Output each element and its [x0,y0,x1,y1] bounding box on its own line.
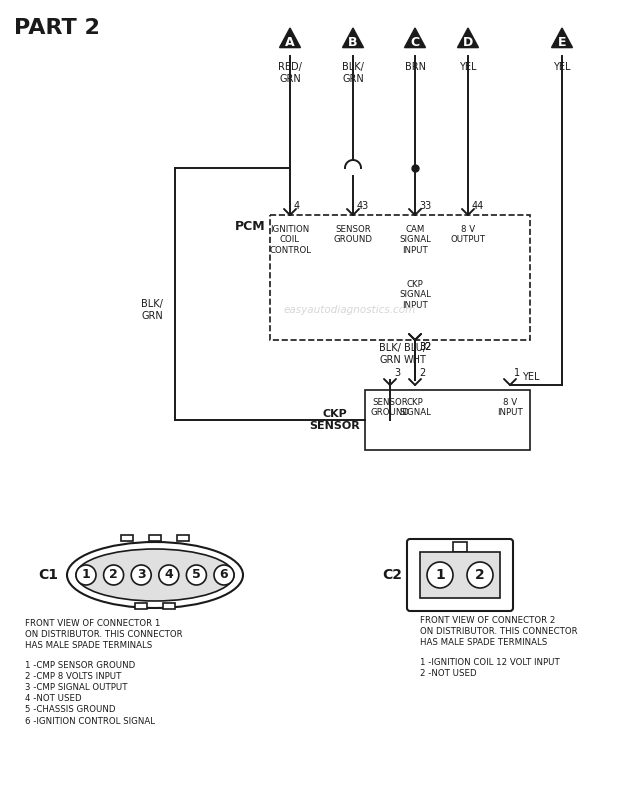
Text: 1 -IGNITION COIL 12 VOLT INPUT
2 -NOT USED: 1 -IGNITION COIL 12 VOLT INPUT 2 -NOT US… [420,658,560,678]
Bar [270,215,530,340]
Circle shape [104,565,124,585]
Text: 4: 4 [294,201,300,211]
Bar [149,535,161,541]
Text: 33: 33 [419,201,431,211]
Text: SENSOR
GROUND: SENSOR GROUND [371,398,410,418]
Polygon shape [342,28,363,48]
Text: 1: 1 [514,368,520,378]
Text: D: D [463,37,473,50]
Text: CAM
SIGNAL
INPUT: CAM SIGNAL INPUT [399,225,431,254]
Text: YEL: YEL [522,372,540,382]
Text: 32: 32 [419,342,431,352]
Bar [453,542,467,552]
Polygon shape [405,28,426,48]
Text: CKP
SENSOR: CKP SENSOR [309,409,360,430]
Text: 6: 6 [219,569,228,582]
Polygon shape [457,28,478,48]
Text: 3: 3 [137,569,145,582]
Text: YEL: YEL [553,62,571,72]
Text: C: C [410,37,420,50]
Text: CKP
SIGNAL
INPUT: CKP SIGNAL INPUT [399,280,431,310]
Text: 1: 1 [435,568,445,582]
Text: YEL: YEL [459,62,476,72]
Text: 4: 4 [164,569,173,582]
Bar [121,535,133,541]
Circle shape [131,565,151,585]
Text: C1: C1 [38,568,58,582]
Text: BLU/
WHT: BLU/ WHT [404,343,426,365]
Text: BRN: BRN [405,62,426,72]
Circle shape [467,562,493,588]
FancyBboxPatch shape [407,539,513,611]
Text: 1 -CMP SENSOR GROUND
2 -CMP 8 VOLTS INPUT
3 -CMP SIGNAL OUTPUT
4 -NOT USED
5 -CH: 1 -CMP SENSOR GROUND 2 -CMP 8 VOLTS INPU… [25,661,155,726]
Bar [135,603,147,609]
Text: 5: 5 [192,569,201,582]
FancyBboxPatch shape [420,552,500,598]
Circle shape [427,562,453,588]
Text: BLK/
GRN: BLK/ GRN [342,62,364,84]
Text: CKP
SIGNAL: CKP SIGNAL [399,398,431,418]
Text: 3: 3 [394,368,400,378]
Text: FRONT VIEW OF CONNECTOR 1
ON DISTRIBUTOR. THIS CONNECTOR
HAS MALE SPADE TERMINAL: FRONT VIEW OF CONNECTOR 1 ON DISTRIBUTOR… [25,619,183,650]
Text: easyautodiagnostics.com: easyautodiagnostics.com [284,305,416,315]
Circle shape [187,565,206,585]
Bar [177,535,189,541]
Text: 2: 2 [419,368,425,378]
Bar [365,390,530,450]
Ellipse shape [76,549,234,601]
Circle shape [159,565,179,585]
Text: RED/
GRN: RED/ GRN [278,62,302,84]
Ellipse shape [67,542,243,608]
Text: 2: 2 [475,568,485,582]
Text: BLK/
GRN: BLK/ GRN [141,299,163,321]
Text: B: B [349,37,358,50]
Text: PCM: PCM [234,220,265,233]
Text: SENSOR
GROUND: SENSOR GROUND [334,225,373,245]
Polygon shape [551,28,572,48]
Bar [163,603,175,609]
Polygon shape [279,28,300,48]
Text: 8 V
OUTPUT: 8 V OUTPUT [451,225,486,245]
Text: 1: 1 [82,569,90,582]
Text: 2: 2 [109,569,118,582]
Circle shape [76,565,96,585]
Text: 44: 44 [472,201,485,211]
Text: PART 2: PART 2 [14,18,100,38]
Text: 32: 32 [419,342,431,352]
Text: 8 V
INPUT: 8 V INPUT [497,398,523,418]
Text: BLK/
GRN: BLK/ GRN [379,343,401,365]
Text: C2: C2 [382,568,402,582]
Text: FRONT VIEW OF CONNECTOR 2
ON DISTRIBUTOR. THIS CONNECTOR
HAS MALE SPADE TERMINAL: FRONT VIEW OF CONNECTOR 2 ON DISTRIBUTOR… [420,616,578,647]
Text: 43: 43 [357,201,369,211]
Text: IGNITION
COIL
CONTROL: IGNITION COIL CONTROL [269,225,311,254]
Text: A: A [285,37,295,50]
Circle shape [214,565,234,585]
Text: E: E [558,37,566,50]
